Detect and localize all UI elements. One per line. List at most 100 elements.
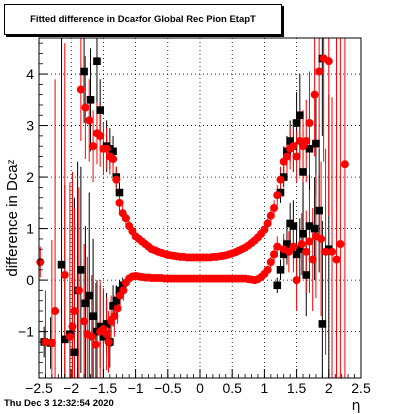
data-point-square — [112, 296, 121, 305]
y-tick-label: 3 — [26, 118, 34, 134]
data-point-circle — [51, 307, 60, 316]
data-point-circle — [96, 131, 105, 140]
data-point-square — [305, 144, 314, 153]
y-tick-label: 4 — [26, 66, 34, 82]
data-point-circle — [81, 103, 90, 112]
data-point-square — [118, 281, 127, 290]
data-point-square — [115, 188, 124, 197]
data-point-circle — [102, 330, 111, 339]
data-point-circle — [340, 160, 349, 169]
y-tick-label: 0 — [26, 272, 34, 288]
data-point-square — [77, 266, 85, 274]
data-point-circle — [110, 312, 119, 321]
data-point-circle — [297, 240, 306, 249]
data-point-square — [81, 299, 90, 308]
data-point-circle — [102, 144, 111, 153]
data-point-square — [93, 57, 101, 65]
data-point-square — [60, 335, 69, 344]
data-point-circle — [74, 286, 83, 295]
data-point-square — [296, 245, 304, 254]
data-point-circle — [263, 219, 272, 228]
data-point-circle — [270, 204, 279, 212]
data-point-square — [305, 222, 314, 230]
data-point-square — [102, 320, 111, 328]
x-tick-label: 2.5 — [351, 380, 371, 396]
y-tick-label: −1 — [18, 324, 34, 340]
x-tick-label: −2 — [63, 380, 79, 396]
data-point-circle — [76, 85, 85, 94]
data-point-circle — [302, 247, 311, 256]
data-point-square — [299, 229, 307, 238]
data-point-circle — [324, 57, 333, 66]
data-point-circle — [308, 255, 317, 264]
data-point-circle — [109, 155, 118, 164]
footer-timestamp: Thu Dec 3 12:32:54 2020 — [4, 398, 114, 409]
data-point-circle — [289, 242, 298, 251]
data-point-square — [70, 348, 79, 357]
x-tick-label: 0 — [196, 380, 204, 396]
data-point-square — [109, 302, 117, 310]
data-point-circle — [36, 258, 45, 267]
data-point-square — [310, 224, 319, 233]
data-point-square — [89, 312, 97, 320]
data-point-circle — [266, 211, 275, 220]
x-tick-label: 1 — [261, 380, 269, 396]
data-point-circle — [302, 137, 311, 146]
data-point-square — [292, 119, 301, 127]
x-tick-label: −2.5 — [25, 380, 53, 396]
data-point-square — [318, 320, 327, 328]
data-point-square — [283, 147, 291, 156]
data-point-square — [283, 240, 291, 248]
y-tick-label: 1 — [26, 221, 34, 237]
data-point-circle — [104, 337, 113, 346]
data-point-circle — [263, 265, 272, 274]
data-point-square — [276, 188, 285, 197]
data-point-circle — [112, 175, 121, 184]
data-point-circle — [276, 175, 285, 184]
data-point-circle — [292, 276, 301, 285]
x-tick-label: 1.5 — [287, 380, 307, 396]
x-tick-label: −1.5 — [90, 380, 118, 396]
data-point-circle — [315, 67, 324, 76]
data-point-circle — [292, 152, 301, 161]
data-point-circle — [273, 191, 282, 200]
data-point-circle — [85, 116, 94, 125]
x-axis-label: η — [352, 398, 361, 414]
data-point-square — [86, 96, 95, 104]
data-point-circle — [270, 250, 279, 259]
data-point-square — [96, 106, 104, 114]
data-point-circle — [89, 142, 98, 151]
data-point-circle — [70, 307, 79, 316]
tick-label-layer: −2.5 −2 −1.5 −1 −0.5 0 0.5 1 1.5 2 2.5 −1 0 1 2 3 4 — [18, 66, 371, 396]
data-point-circle — [80, 317, 89, 326]
data-point-circle — [91, 340, 100, 349]
data-point-square — [96, 322, 104, 331]
data-point-circle — [113, 304, 122, 313]
data-point-circle — [310, 90, 319, 99]
data-point-circle — [332, 255, 341, 264]
x-tick-label: 0.5 — [222, 380, 242, 396]
x-tick-label: 2 — [325, 380, 333, 396]
data-point-circle — [47, 338, 56, 347]
data-point-circle — [121, 214, 130, 223]
data-point-circle — [328, 247, 337, 256]
data-point-square — [325, 245, 333, 254]
data-point-square — [279, 250, 288, 259]
x-tick-label: −1 — [128, 380, 144, 396]
data-point-square — [273, 281, 282, 290]
data-point-circle — [273, 242, 282, 251]
marker-layer — [36, 54, 349, 357]
data-point-circle — [321, 247, 330, 256]
data-point-circle — [284, 247, 293, 256]
x-tick-label: −0.5 — [154, 380, 182, 396]
data-point-square — [296, 111, 304, 120]
data-point-circle — [289, 142, 298, 151]
data-point-circle — [119, 286, 128, 295]
data-point-circle — [87, 332, 96, 341]
data-point-square — [85, 291, 94, 300]
tick-layer — [38, 42, 362, 378]
data-point-circle — [317, 234, 326, 243]
data-point-circle — [282, 152, 291, 161]
